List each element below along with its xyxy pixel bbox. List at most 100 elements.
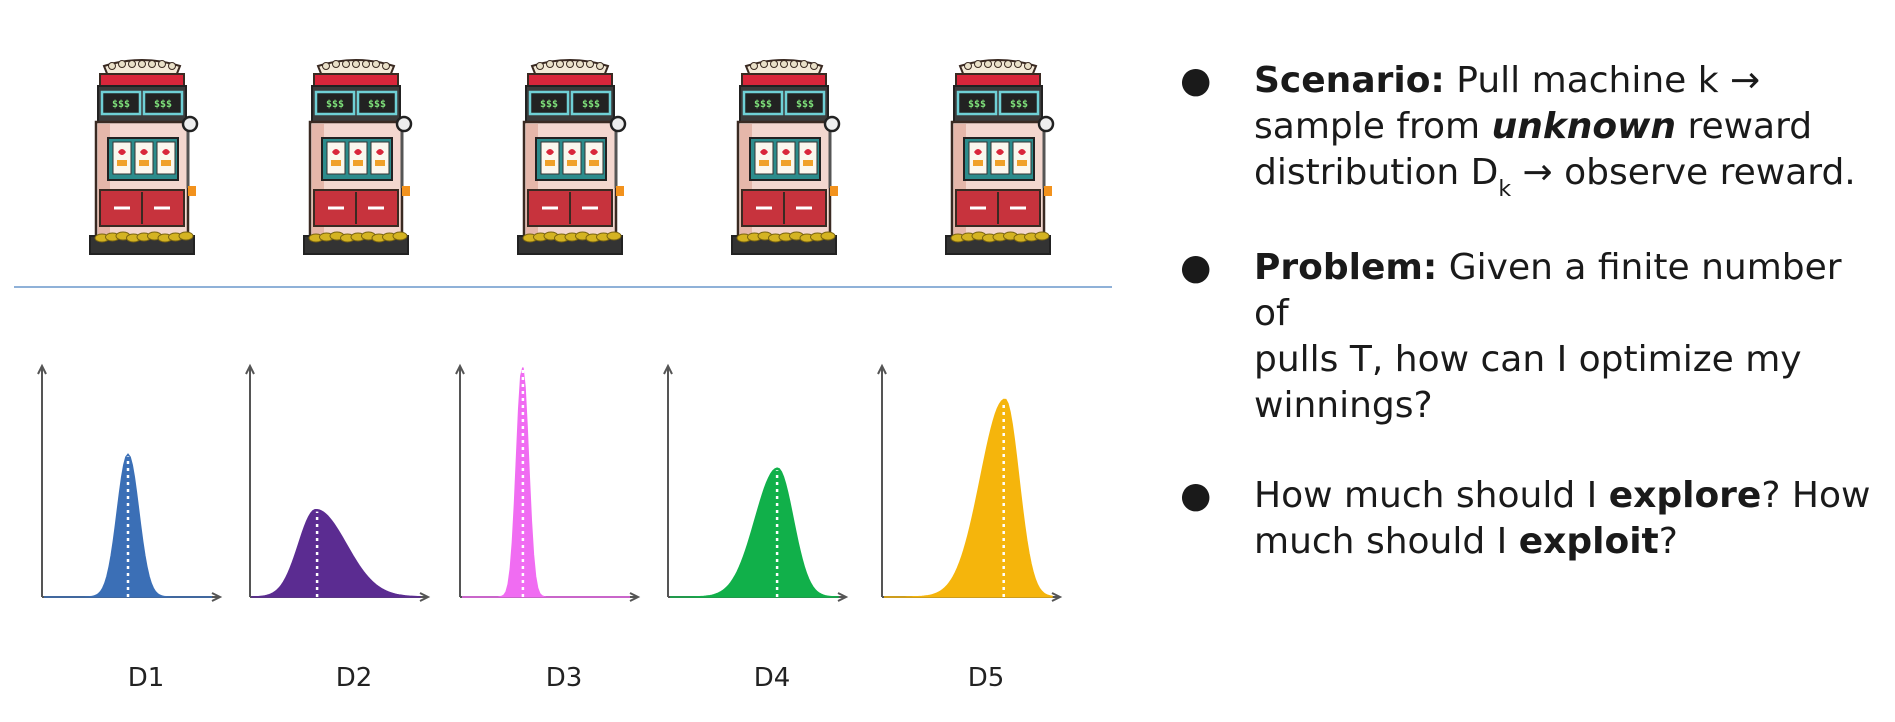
display-text: $$$ xyxy=(540,99,558,110)
light-bulb xyxy=(790,60,798,68)
explore-text-a: How much should I xyxy=(1254,475,1609,516)
reel xyxy=(754,141,774,175)
reel-symbol xyxy=(161,160,171,166)
cherry-icon xyxy=(376,149,384,155)
reel xyxy=(584,141,604,175)
bullet-list: ● Scenario: Pull machine k → sample from… xyxy=(1180,58,1880,609)
reel xyxy=(370,141,390,175)
light-bulb xyxy=(332,60,340,68)
light-bulb xyxy=(546,60,554,68)
distribution-row: D1 D2 D3 D4 D5 xyxy=(37,363,1063,693)
cherry-icon xyxy=(332,149,340,155)
light-bulb xyxy=(128,60,136,68)
distribution-label: D5 xyxy=(968,663,1005,693)
lever-knob xyxy=(181,115,199,133)
machine-top-band xyxy=(955,73,1041,87)
exploit-word: exploit xyxy=(1518,521,1659,562)
bullet-problem: ● Problem: Given a finite number of pull… xyxy=(1180,245,1880,429)
x-axis-arrow xyxy=(837,592,849,602)
light-bulb xyxy=(800,60,808,68)
scenario-subscript: k xyxy=(1498,177,1512,202)
light-bulb xyxy=(158,60,166,68)
display-screen xyxy=(528,90,570,116)
scenario-line-3b: → observe reward. xyxy=(1511,152,1856,193)
reel xyxy=(562,141,582,175)
distribution-plot: D2 xyxy=(245,363,431,693)
slot-machine: $$$ $$$ xyxy=(89,59,199,255)
bullet-dot: ● xyxy=(1180,247,1212,288)
lever-knob xyxy=(395,115,413,133)
light-bulb xyxy=(780,60,788,68)
scenario-label: Scenario: xyxy=(1254,60,1445,101)
display-text: $$$ xyxy=(154,99,172,110)
coin-slot xyxy=(830,186,838,196)
display-text: $$$ xyxy=(582,99,600,110)
light-bulb xyxy=(168,62,176,70)
distribution-curve xyxy=(884,398,1053,598)
display-text: $$$ xyxy=(112,99,130,110)
light-bulb xyxy=(1024,62,1032,70)
scenario-line-2a: sample from xyxy=(1254,106,1492,147)
cherry-icon xyxy=(162,149,170,155)
display-screen xyxy=(956,90,998,116)
display-screen xyxy=(142,90,184,116)
display-text: $$$ xyxy=(968,99,986,110)
reel-symbol xyxy=(353,160,363,166)
cherry-icon xyxy=(140,149,148,155)
light-bulb xyxy=(760,60,768,68)
problem-line-2: pulls T, how can I optimize my xyxy=(1254,339,1802,380)
reel-symbol xyxy=(973,160,983,166)
scenario-line-2c: reward xyxy=(1676,106,1813,147)
light-bulb xyxy=(566,60,574,68)
machine-top-band xyxy=(741,73,827,87)
reel-symbol xyxy=(759,160,769,166)
slot-machine: $$$ $$$ xyxy=(731,59,841,255)
light-bulb xyxy=(770,60,778,68)
display-screen xyxy=(314,90,356,116)
x-axis-arrow xyxy=(419,592,431,602)
slot-machine-row: $$$ $$$ $$$ $$$ $$$ $$$ $$$ $$$ $$$ $$$ xyxy=(89,59,1055,255)
reel-symbol xyxy=(1017,160,1027,166)
display-screen xyxy=(784,90,826,116)
light-bulb xyxy=(1004,60,1012,68)
reel-symbol xyxy=(139,160,149,166)
display-text: $$$ xyxy=(326,99,344,110)
reel xyxy=(134,141,154,175)
cherry-icon xyxy=(782,149,790,155)
light-bulb xyxy=(148,60,156,68)
light-bulb xyxy=(118,60,126,68)
coin-slot xyxy=(402,186,410,196)
display-text: $$$ xyxy=(796,99,814,110)
distribution-label: D3 xyxy=(546,663,583,693)
coin xyxy=(392,231,408,241)
cherry-icon xyxy=(354,149,362,155)
distribution-plot: D4 xyxy=(663,363,849,693)
light-bulb xyxy=(352,60,360,68)
reel-symbol xyxy=(995,160,1005,166)
distribution-label: D4 xyxy=(754,663,791,693)
display-screen xyxy=(356,90,398,116)
distribution-plot: D1 xyxy=(37,363,223,693)
display-screen xyxy=(100,90,142,116)
problem-line-3: winnings? xyxy=(1254,385,1433,426)
coin-slot xyxy=(616,186,624,196)
reel xyxy=(1012,141,1032,175)
coin xyxy=(1034,231,1050,241)
light-bulb xyxy=(596,62,604,70)
slot-machine: $$$ $$$ xyxy=(517,59,627,255)
reel-symbol xyxy=(331,160,341,166)
coin xyxy=(820,231,836,241)
display-screen xyxy=(570,90,612,116)
coin-slot xyxy=(1044,186,1052,196)
cherry-icon xyxy=(118,149,126,155)
light-bulb xyxy=(994,60,1002,68)
display-text: $$$ xyxy=(754,99,772,110)
cherry-icon xyxy=(546,149,554,155)
slot-machine: $$$ $$$ xyxy=(945,59,1055,255)
light-bulb xyxy=(964,62,972,70)
distribution-curve xyxy=(462,367,630,598)
bullet-explore-exploit: ● How much should I explore? How much sh… xyxy=(1180,473,1880,565)
scenario-line-3a: distribution D xyxy=(1254,152,1499,193)
lever-knob xyxy=(1037,115,1055,133)
